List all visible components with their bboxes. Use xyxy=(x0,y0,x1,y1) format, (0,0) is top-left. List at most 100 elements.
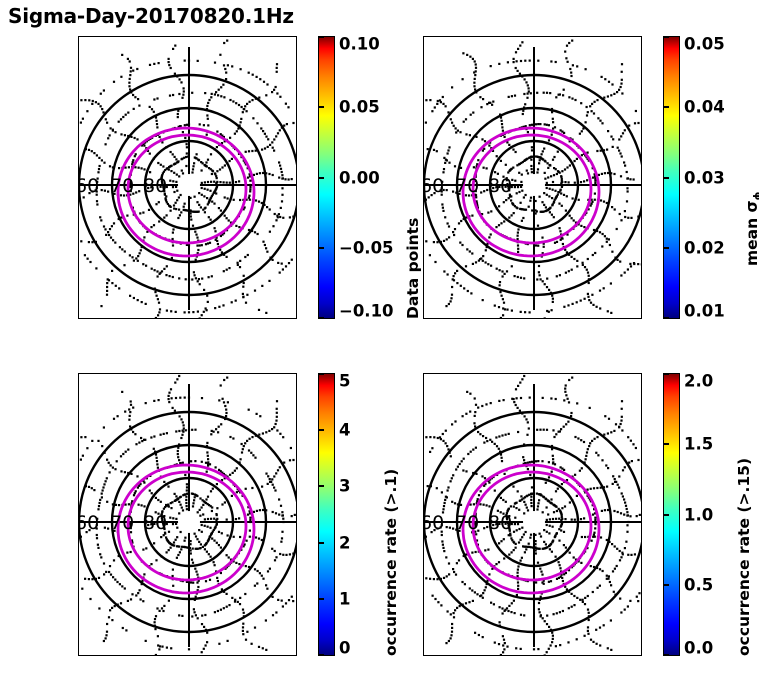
polar-axes-3[interactable]: 60 70 80 xyxy=(78,373,297,656)
colorbar-tick xyxy=(663,176,669,179)
colorbar-tick-label: 0.10 xyxy=(339,34,380,54)
colorbar-tick-label: 0.01 xyxy=(684,301,725,321)
colorbar-gradient-3 xyxy=(318,373,335,656)
colorbar-tick-label: 2 xyxy=(339,533,351,553)
colorbar-tick xyxy=(318,485,324,488)
latitude-ring xyxy=(488,139,580,231)
colorbar-tick-label: 5 xyxy=(339,371,351,391)
colorbar-tick-label: 3 xyxy=(339,476,351,496)
colorbar-tick-label: 0.0 xyxy=(684,638,714,658)
pole-center-hole xyxy=(523,174,545,196)
colorbar-tick-label: 0.02 xyxy=(684,238,725,258)
colorbar-tick xyxy=(318,247,324,250)
colorbar-tick xyxy=(663,584,669,587)
colorbar-tick-label: 0.00 xyxy=(339,168,380,187)
latitude-ring xyxy=(424,410,641,634)
latitude-ring xyxy=(110,106,268,264)
colorbar-tick xyxy=(663,513,669,516)
colorbar-tick xyxy=(318,176,324,179)
polar-plot-svg: 60 70 80 xyxy=(79,374,296,655)
pole-center-hole xyxy=(523,511,545,533)
contour-curve xyxy=(116,463,256,595)
colorbar-tick-label: 0.05 xyxy=(684,34,725,54)
latitude-tick-label: 70 xyxy=(455,175,479,197)
latitude-tick-label: 60 xyxy=(79,175,99,197)
colorbar-tick-label: −0.10 xyxy=(339,301,394,321)
colorbar-tick-label: 1.5 xyxy=(684,434,714,454)
contour-curve xyxy=(461,126,601,258)
colorbar-tick xyxy=(663,317,669,319)
contour-curve xyxy=(471,133,593,245)
latitude-ring xyxy=(79,410,296,634)
contour-curve xyxy=(471,470,593,582)
latitude-tick-label: 70 xyxy=(110,512,134,534)
contour-curve xyxy=(116,126,256,258)
latitude-tick-label: 80 xyxy=(488,175,512,197)
polar-axes-2[interactable]: 60 70 80 xyxy=(423,36,642,319)
polar-plot-svg: 60 70 80 xyxy=(79,39,296,318)
colorbar-tick-label: 1 xyxy=(339,589,351,609)
colorbar-title-4: occurrence rate (>.15) xyxy=(735,457,753,656)
colorbar-tick xyxy=(318,36,324,38)
colorbar-title-3: occurrence rate (>.1) xyxy=(382,468,400,656)
polar-plot-svg: 60 70 80 xyxy=(424,39,641,318)
latitude-tick-label: 80 xyxy=(143,512,167,534)
latitude-tick-label: 80 xyxy=(143,175,167,197)
colorbar-tick xyxy=(663,654,669,656)
colorbar-tick-label: 0.05 xyxy=(339,97,380,117)
colorbar-tick-label: −0.05 xyxy=(339,238,394,258)
colorbar-tick-label: 0 xyxy=(339,638,351,658)
colorbar-tick xyxy=(663,105,669,108)
latitude-tick-label: 60 xyxy=(424,512,444,534)
colorbar-tick xyxy=(318,428,324,431)
latitude-ring xyxy=(79,73,296,297)
colorbar-3[interactable]: 0 1 2 3 4 5 occurrence rate (>.1) xyxy=(318,371,408,658)
colorbar-4[interactable]: 0.0 0.5 1.0 1.5 2.0 occurrence rate (>.15) xyxy=(663,371,757,658)
colorbar-tick xyxy=(663,373,669,375)
colorbar-title-2-text: mean σ xyxy=(743,200,759,266)
latitude-tick-label: 70 xyxy=(455,512,479,534)
polar-plot-svg: 60 70 80 xyxy=(424,374,641,655)
colorbar-tick xyxy=(318,654,324,656)
colorbar-tick xyxy=(318,317,324,319)
colorbar-1[interactable]: −0.10 −0.05 0.00 0.05 0.10 Data points xyxy=(318,34,422,321)
colorbar-title-2-subscript: ϕ xyxy=(751,192,759,201)
colorbar-tick xyxy=(318,598,324,601)
page-title: Sigma-Day-20170820.1Hz xyxy=(8,4,294,28)
pole-center-hole xyxy=(178,174,200,196)
colorbar-tick xyxy=(318,105,324,108)
colorbar-2[interactable]: 0.01 0.02 0.03 0.04 0.05 mean σϕ xyxy=(663,34,759,321)
colorbar-tick-label: 0.5 xyxy=(684,575,714,595)
latitude-tick-label: 60 xyxy=(79,512,99,534)
latitude-ring xyxy=(110,443,268,601)
colorbar-tick-label: 1.0 xyxy=(684,505,714,524)
latitude-tick-label: 80 xyxy=(488,512,512,534)
latitude-tick-label: 70 xyxy=(110,175,134,197)
contour-curve xyxy=(126,470,248,582)
latitude-ring xyxy=(455,443,613,601)
latitude-ring xyxy=(455,106,613,264)
colorbar-tick-label: 0.04 xyxy=(684,97,725,117)
scatter-points xyxy=(79,374,296,655)
colorbar-title-2: mean σϕ xyxy=(743,192,759,266)
latitude-ring xyxy=(488,476,580,568)
colorbar-tick xyxy=(318,541,324,544)
contour-curve xyxy=(126,133,248,245)
latitude-ring xyxy=(424,73,641,297)
latitude-tick-label: 60 xyxy=(424,175,444,197)
colorbar-title-1: Data points xyxy=(404,217,422,319)
colorbar-tick-label: 4 xyxy=(339,420,351,440)
latitude-ring xyxy=(143,476,235,568)
colorbar-tick-label: 2.0 xyxy=(684,371,714,391)
colorbar-tick-label: 0.03 xyxy=(684,168,725,187)
colorbar-tick xyxy=(663,36,669,38)
latitude-ring xyxy=(143,139,235,231)
polar-axes-1[interactable]: 60 70 80 xyxy=(78,36,297,319)
polar-axes-4[interactable]: 60 70 80 xyxy=(423,373,642,656)
colorbar-tick xyxy=(663,442,669,445)
colorbar-tick xyxy=(318,373,324,375)
colorbar-tick xyxy=(663,247,669,250)
pole-center-hole xyxy=(178,511,200,533)
contour-curve xyxy=(461,463,601,595)
